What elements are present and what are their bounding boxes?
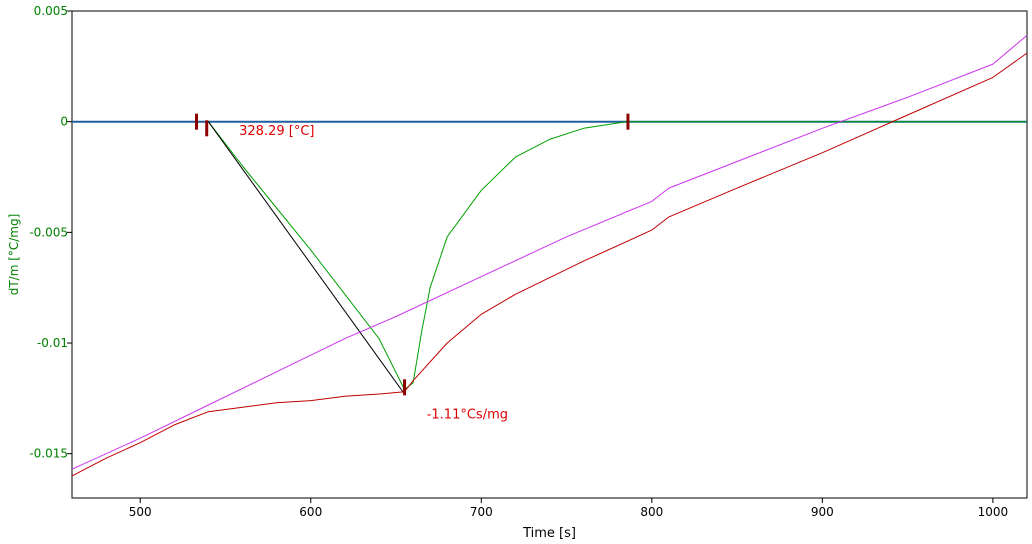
x-axis-title: Time [s]	[522, 526, 576, 541]
x-axis: 500 600 700 800 900 1000	[129, 498, 1008, 519]
series-line-green	[208, 121, 1027, 390]
x-tick-label: 900	[811, 505, 834, 519]
series-line-magenta	[71, 35, 1028, 470]
annotation-label: 328.29 [°C]	[239, 124, 314, 139]
y-tick-label: 0.005	[34, 4, 68, 18]
y-tick-label: -0.005	[29, 225, 68, 239]
series-line-red	[71, 52, 1028, 477]
annotation-label: -1.11°Cs/mg	[427, 407, 508, 422]
y-tick-label: 0	[60, 115, 68, 129]
plot-frame	[71, 10, 1028, 499]
series-lines	[71, 35, 1028, 477]
y-tick-label: -0.01	[37, 336, 68, 350]
y-axis: 0.005 0 -0.005 -0.01 -0.015	[29, 4, 72, 461]
series-line-black	[207, 121, 405, 395]
x-tick-label: 500	[129, 505, 152, 519]
x-tick-label: 1000	[978, 505, 1009, 519]
x-tick-label: 700	[470, 505, 493, 519]
x-tick-label: 800	[640, 505, 663, 519]
y-axis-title: dT/m [°C/mg]	[7, 214, 21, 296]
markers	[194, 113, 630, 396]
annotations: 328.29 [°C] -1.11°Cs/mg	[239, 124, 508, 422]
y-tick-label: -0.015	[29, 447, 68, 461]
x-tick-label: 600	[299, 505, 322, 519]
